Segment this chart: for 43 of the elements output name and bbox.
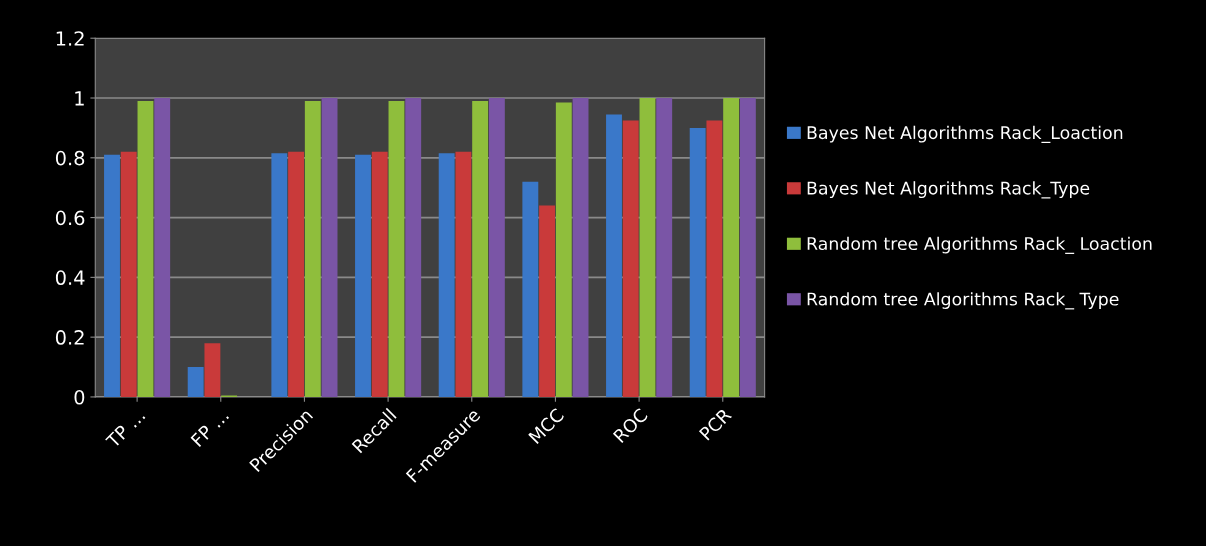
- y-tick-label: 0.8: [55, 150, 85, 166]
- bar: [606, 114, 622, 397]
- bar: [572, 98, 589, 397]
- bar: [271, 153, 288, 397]
- bar: [689, 127, 706, 397]
- legend-label: Bayes Net Algorithms Rack_Type: [807, 181, 1090, 199]
- bar: [555, 102, 572, 397]
- bar: [522, 181, 539, 397]
- bar: [388, 101, 405, 397]
- bar: [104, 154, 120, 397]
- y-tick-label: 1.2: [56, 31, 84, 46]
- bar: [622, 120, 639, 397]
- y-tick-label: 0.2: [55, 330, 84, 345]
- bar: [304, 101, 321, 397]
- bar: [438, 153, 455, 397]
- bar: [288, 151, 305, 397]
- bar: [321, 98, 338, 397]
- bar: [639, 98, 656, 397]
- bar: [371, 151, 388, 397]
- legend-label: Bayes Net Algorithms Rack_Loaction: [807, 125, 1123, 143]
- y-tick-label: 0: [74, 389, 85, 405]
- bar: [706, 120, 723, 397]
- bar: [472, 101, 489, 397]
- bar: [739, 98, 756, 397]
- bar: [455, 151, 472, 397]
- bar: [204, 343, 221, 397]
- legend-label: Random tree Algorithms Rack_ Loaction: [807, 236, 1152, 254]
- x-tick-label: TP …: [105, 408, 146, 449]
- x-tick-label: FP …: [190, 408, 230, 447]
- bar: [656, 98, 673, 397]
- bar: [154, 98, 171, 397]
- bar: [120, 151, 137, 397]
- bar: [355, 154, 371, 397]
- bar: [539, 205, 556, 397]
- bar: [137, 101, 154, 397]
- bar: [187, 367, 204, 397]
- bar: [723, 98, 740, 397]
- y-tick-label: 1: [75, 91, 84, 106]
- legend-label: Random tree Algorithms Rack_ Type: [807, 292, 1119, 310]
- y-tick-label: 0.4: [55, 270, 85, 286]
- y-tick-label: 0.6: [55, 210, 85, 226]
- bar: [405, 98, 422, 397]
- bar: [488, 98, 505, 397]
